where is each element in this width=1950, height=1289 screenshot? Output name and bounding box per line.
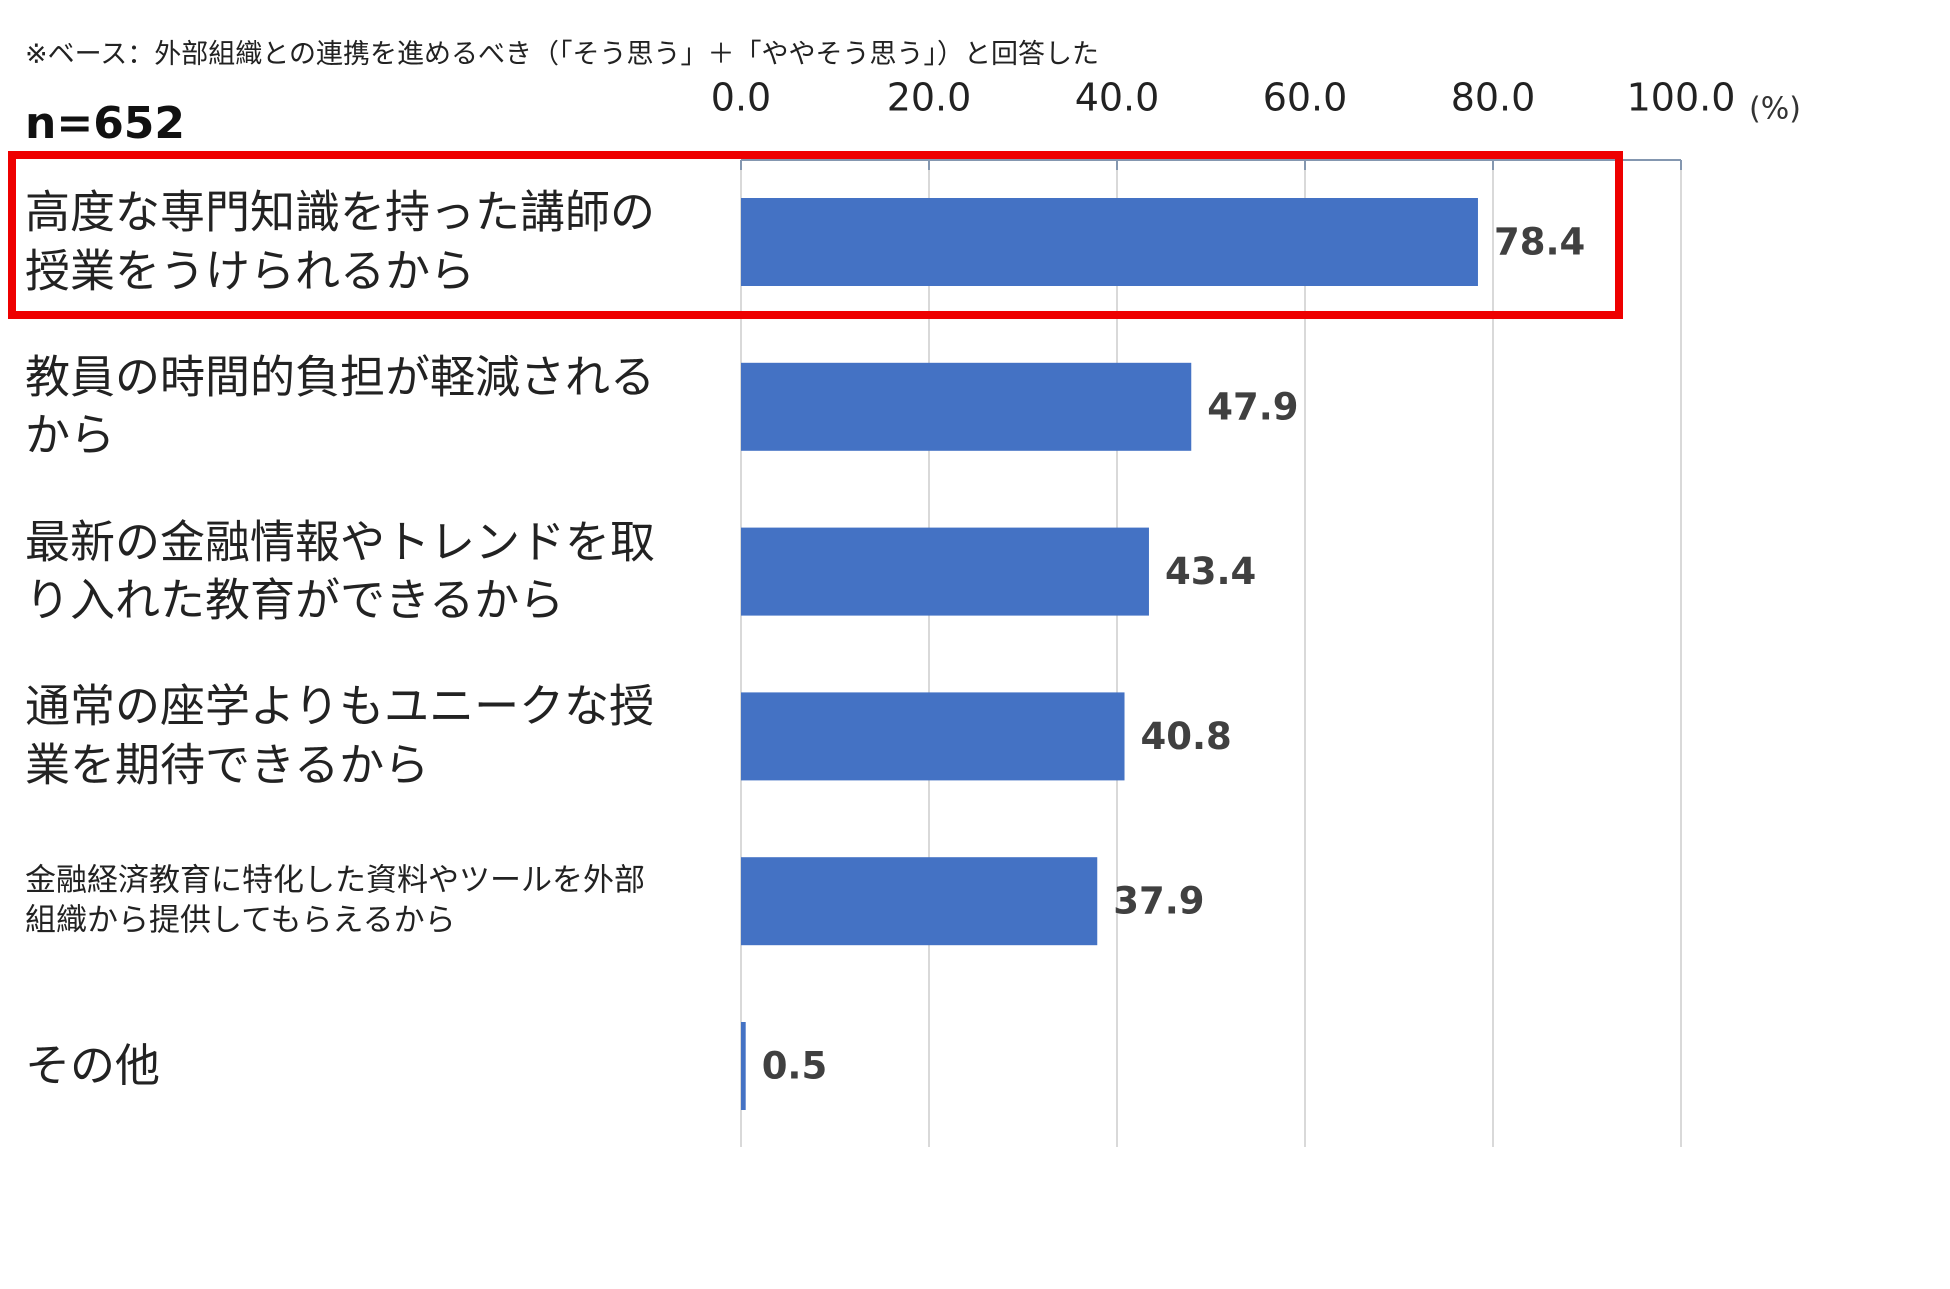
value-label: 0.5 — [762, 1045, 828, 1088]
category-label: 通常の座学よりもユニークな授業を期待できるから — [25, 679, 655, 792]
x-tick-label: 0.0 — [711, 76, 771, 120]
unit-label: (%) — [1749, 92, 1801, 127]
bar — [741, 198, 1478, 286]
category-label: 金融経済教育に特化した資料やツールを外部組織から提供してもらえるから — [25, 862, 645, 940]
x-tick-label: 80.0 — [1451, 76, 1536, 120]
category-label: 教員の時間的負担が軽減されるから — [25, 350, 656, 462]
bar — [741, 527, 1149, 616]
sample-size: n=652 — [25, 98, 186, 149]
subtitle: ※ベース：外部組織との連携を進めるべき（「そう思う」＋「ややそう思う」）と回答し… — [25, 39, 1100, 70]
x-tick-label: 60.0 — [1263, 76, 1348, 120]
bar — [741, 692, 1125, 781]
category-label: 高度な専門知識を持った講師の授業をうけられるから — [25, 185, 656, 298]
bar — [741, 362, 1192, 451]
value-label: 43.4 — [1165, 550, 1256, 593]
value-label: 40.8 — [1141, 715, 1232, 758]
value-label: 47.9 — [1207, 385, 1298, 428]
category-label: その他 — [25, 1038, 161, 1092]
x-tick-label: 100.0 — [1627, 76, 1736, 120]
value-label: 37.9 — [1113, 880, 1204, 923]
bar — [741, 1022, 746, 1110]
x-tick-label: 20.0 — [887, 76, 972, 120]
value-label: 78.4 — [1494, 221, 1585, 264]
x-tick-label: 40.0 — [1075, 76, 1160, 120]
bar — [741, 857, 1098, 946]
highlight-box — [8, 151, 1623, 319]
category-label: 最新の金融情報やトレンドを取り入れた教育ができるから — [25, 515, 656, 627]
